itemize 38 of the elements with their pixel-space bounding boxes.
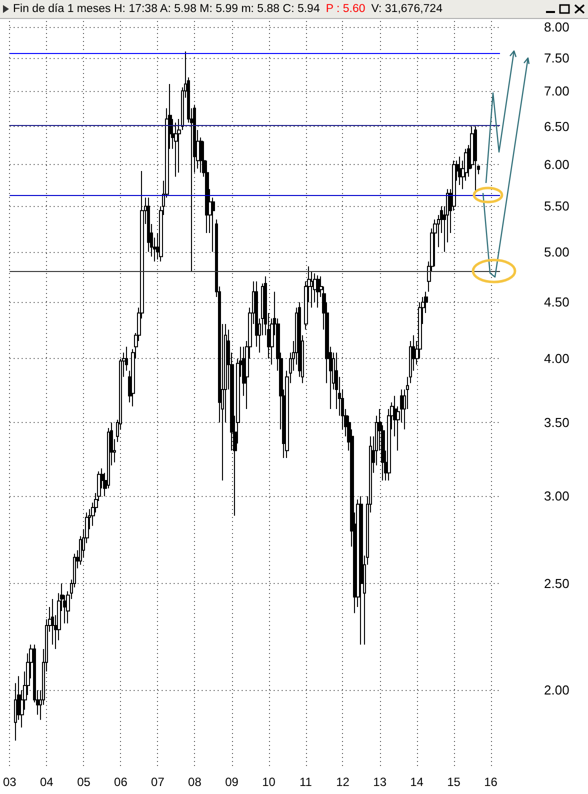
y-tick-label: 3.50 <box>544 414 570 430</box>
candlestick <box>310 270 313 308</box>
x-tick-label: 05 <box>77 775 91 789</box>
candlestick <box>51 598 54 646</box>
y-tick-label: 6.00 <box>544 157 570 172</box>
y-tick-label: 6.50 <box>544 118 570 134</box>
text: V: 31,676,724 <box>371 3 442 15</box>
x-tick-label: 07 <box>151 775 165 789</box>
x-tick-label: 15 <box>447 775 461 789</box>
y-tick-label: 4.00 <box>544 351 570 366</box>
x-tick-label: 14 <box>410 775 424 789</box>
x-tick-label: 04 <box>40 775 54 789</box>
y-tick-label: 4.50 <box>544 294 570 310</box>
candlestick <box>316 274 320 308</box>
x-tick-label: 16 <box>484 775 498 789</box>
candlestick <box>433 218 437 267</box>
y-tick-label: 8.00 <box>544 19 570 34</box>
y-tick-label: 5.00 <box>544 244 570 260</box>
x-tick-label: 10 <box>262 775 276 789</box>
x-tick-label: 03 <box>2 775 17 789</box>
x-tick-label: 08 <box>188 775 202 789</box>
x-tick-label: 09 <box>225 775 239 789</box>
candlestick <box>359 496 363 646</box>
y-tick-label: 3.00 <box>544 488 570 504</box>
x-tick-label: 06 <box>114 775 128 789</box>
candlestick <box>174 122 178 178</box>
candlestick <box>458 156 462 186</box>
y-tick-label: 7.50 <box>544 50 570 66</box>
chart-subtitle: P : 5.60 <box>326 3 366 15</box>
y-tick-label: 2.00 <box>544 682 570 698</box>
candlestick <box>147 197 150 252</box>
y-tick-label: 2.50 <box>544 576 570 591</box>
y-tick-label: 7.00 <box>544 83 570 98</box>
x-tick-label: 13 <box>373 775 387 789</box>
x-tick-label: 11 <box>300 775 312 789</box>
chart-title: Fin de día 1 meses H: 17:38 A: 5.98 M: 5.99 m: 5.88 C: 5.94 <box>13 3 320 15</box>
y-tick-label: 5.50 <box>544 198 570 214</box>
x-tick-label: 12 <box>336 775 350 789</box>
